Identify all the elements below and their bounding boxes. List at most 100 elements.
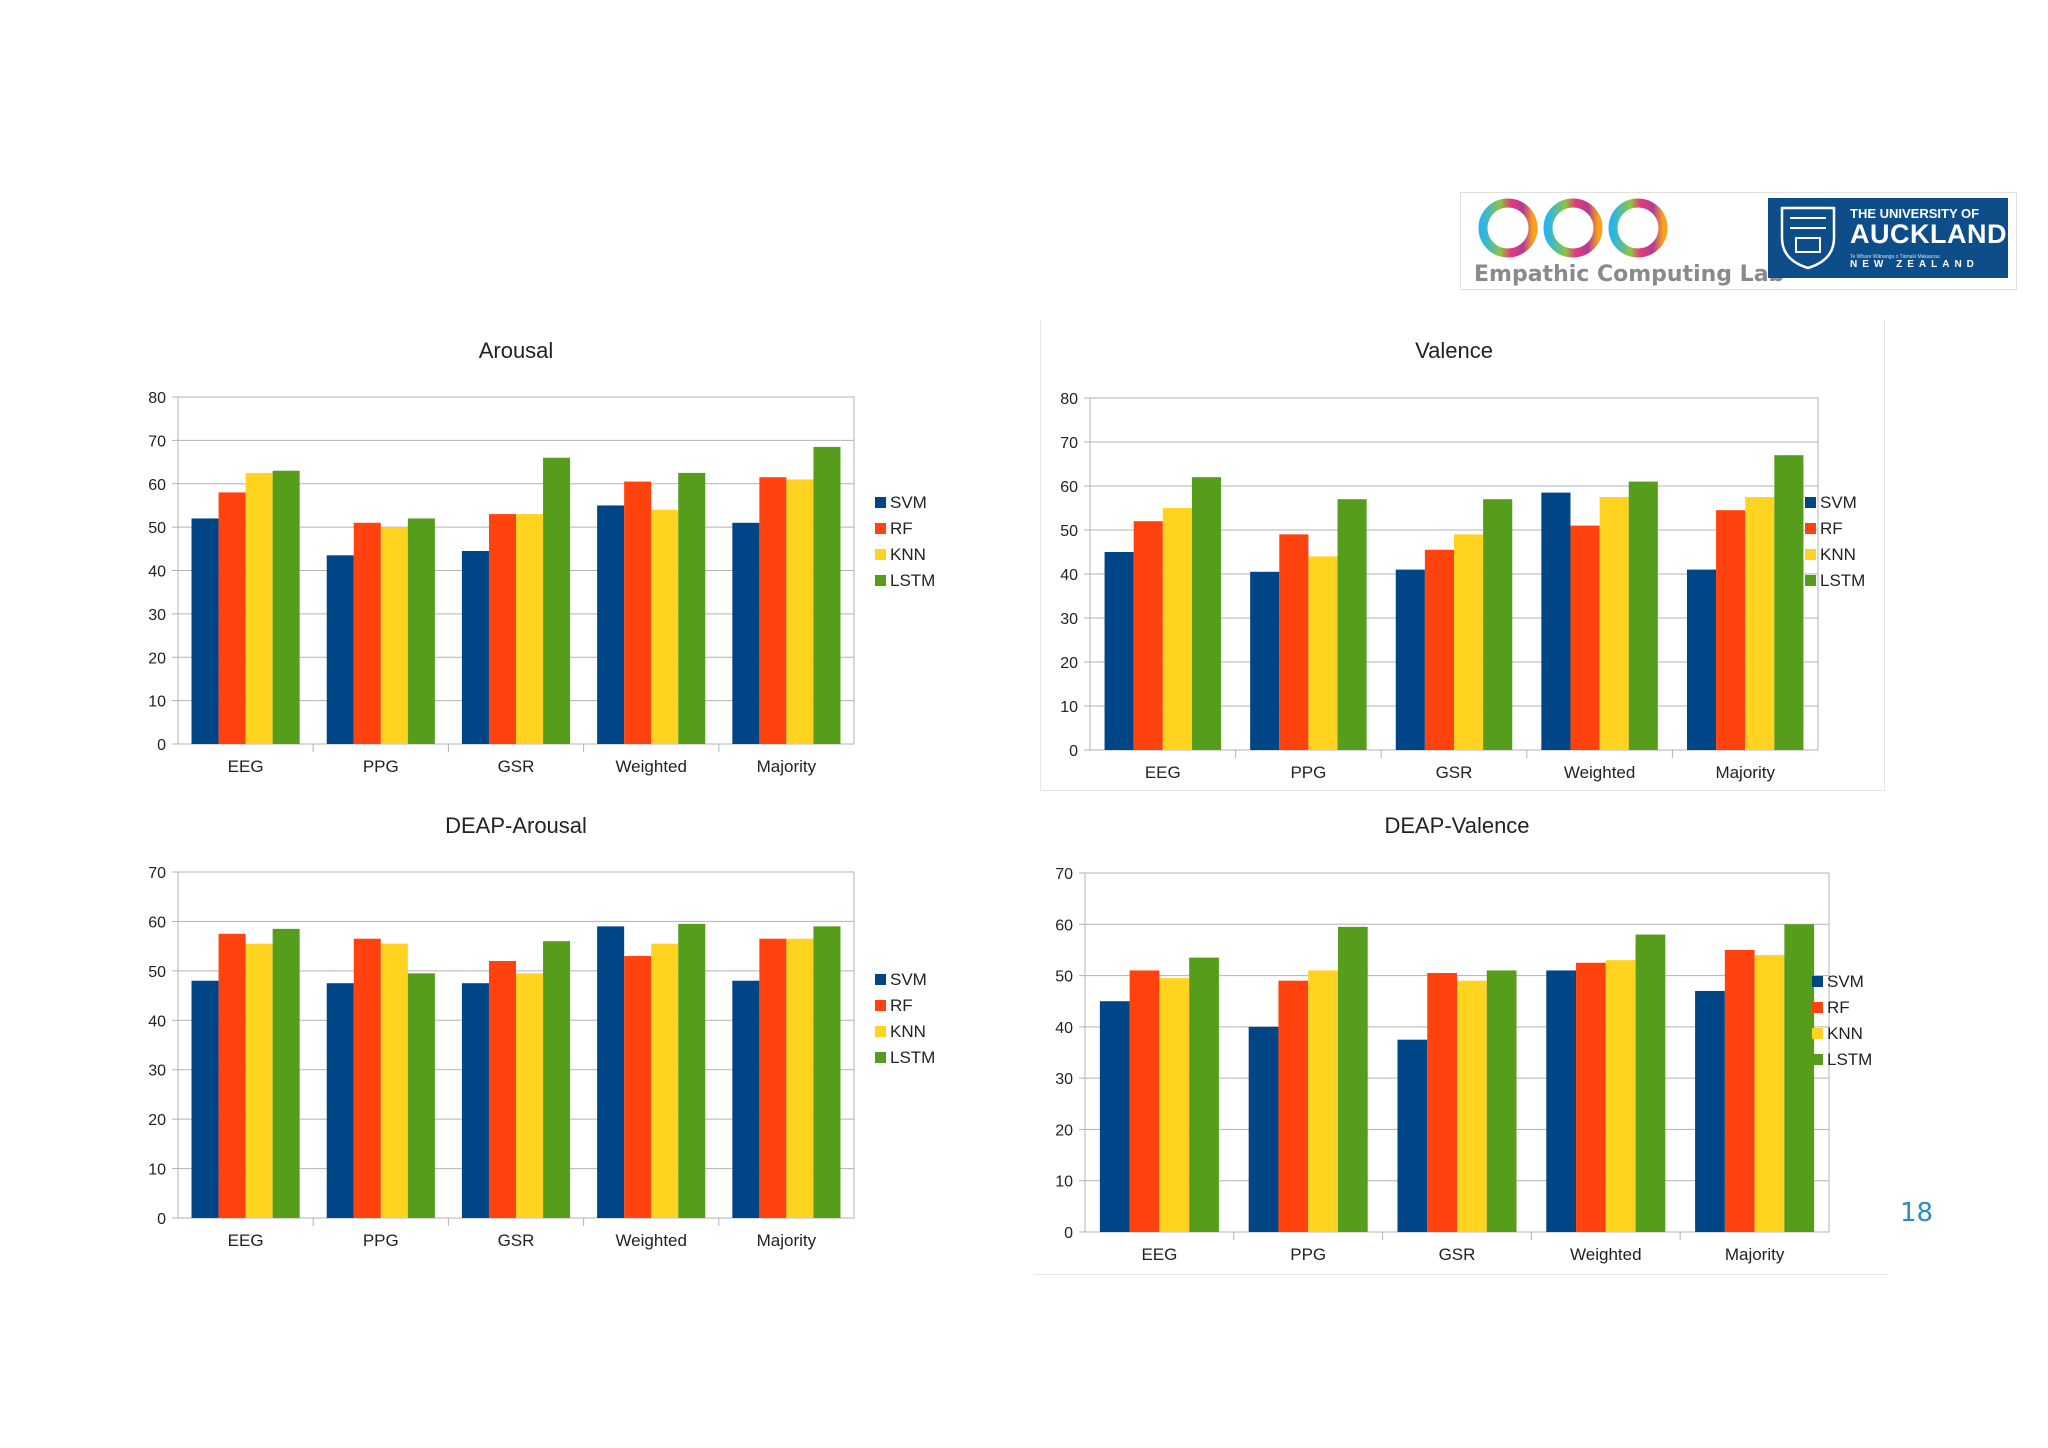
- bar-lstm-weighted: [1628, 481, 1658, 750]
- bar-svm-majority: [732, 522, 760, 744]
- x-tick-label: GSR: [1439, 1245, 1476, 1264]
- bar-knn-eeg: [245, 472, 273, 744]
- legend-swatch-svm: [875, 497, 886, 508]
- legend-label-svm: SVM: [890, 970, 927, 989]
- x-tick-label: PPG: [1290, 763, 1326, 782]
- x-tick-label: EEG: [228, 1231, 264, 1250]
- bar-lstm-majority: [1784, 924, 1815, 1232]
- bar-rf-eeg: [1129, 970, 1160, 1232]
- bar-rf-majority: [1716, 510, 1746, 750]
- legend-label-lstm: LSTM: [1820, 571, 1865, 590]
- y-tick-label: 10: [1060, 699, 1078, 716]
- bar-rf-weighted: [1570, 525, 1600, 750]
- legend-swatch-rf: [1805, 523, 1816, 534]
- y-tick-label: 40: [148, 1013, 166, 1030]
- bar-rf-weighted: [624, 481, 652, 744]
- bar-svm-ppg: [326, 555, 354, 744]
- y-tick-label: 20: [148, 650, 166, 667]
- legend-label-rf: RF: [890, 519, 913, 538]
- bar-lstm-ppg: [407, 973, 435, 1218]
- y-tick-label: 10: [148, 1162, 166, 1179]
- legend-swatch-knn: [875, 549, 886, 560]
- bar-svm-majority: [1686, 569, 1717, 750]
- bar-rf-ppg: [353, 522, 381, 744]
- bar-knn-gsr: [516, 973, 544, 1218]
- bar-lstm-gsr: [1486, 970, 1517, 1232]
- bar-lstm-eeg: [1189, 957, 1219, 1232]
- x-tick-label: EEG: [228, 757, 264, 776]
- legend-swatch-rf: [875, 1000, 886, 1011]
- legend-swatch-knn: [1812, 1028, 1823, 1039]
- bar-rf-ppg: [1278, 980, 1309, 1232]
- y-tick-label: 50: [148, 520, 166, 537]
- x-tick-label: Majority: [1715, 763, 1775, 782]
- y-tick-label: 60: [1055, 917, 1073, 934]
- bar-rf-weighted: [624, 956, 652, 1218]
- bar-knn-gsr: [516, 514, 544, 744]
- bar-knn-ppg: [1308, 556, 1338, 750]
- bar-knn-weighted: [651, 509, 679, 744]
- y-tick-label: 30: [148, 607, 166, 624]
- legend-swatch-rf: [1812, 1002, 1823, 1013]
- bar-svm-ppg: [1248, 1026, 1279, 1232]
- bar-lstm-majority: [1774, 455, 1804, 750]
- bar-rf-gsr: [1424, 549, 1454, 750]
- y-tick-label: 60: [148, 477, 166, 494]
- y-tick-label: 30: [1060, 611, 1078, 628]
- bar-rf-gsr: [488, 960, 516, 1218]
- legend-swatch-lstm: [1805, 575, 1816, 586]
- university-line4: NEW ZEALAND: [1850, 259, 1979, 270]
- bar-lstm-gsr: [543, 457, 571, 744]
- legend-swatch-knn: [1805, 549, 1816, 560]
- bar-svm-weighted: [597, 926, 625, 1218]
- bar-rf-gsr: [1427, 973, 1457, 1232]
- bar-lstm-ppg: [1337, 499, 1367, 750]
- bar-knn-majority: [786, 938, 814, 1218]
- legend-label-svm: SVM: [890, 493, 927, 512]
- chart-title: DEAP-Valence: [1384, 813, 1529, 838]
- bar-lstm-weighted: [678, 472, 706, 744]
- y-tick-label: 0: [157, 1211, 166, 1228]
- bar-knn-gsr: [1457, 980, 1487, 1232]
- x-tick-label: PPG: [363, 1231, 399, 1250]
- bar-svm-ppg: [1250, 571, 1280, 750]
- legend-label-rf: RF: [1820, 519, 1843, 538]
- legend-label-svm: SVM: [1827, 972, 1864, 991]
- bar-rf-ppg: [1279, 534, 1309, 750]
- y-tick-label: 0: [1064, 1225, 1073, 1242]
- x-tick-label: PPG: [1290, 1245, 1326, 1264]
- y-tick-label: 40: [148, 564, 166, 581]
- university-line1: THE UNIVERSITY OF: [1850, 206, 1980, 221]
- legend-label-svm: SVM: [1820, 493, 1857, 512]
- x-tick-label: GSR: [1436, 763, 1473, 782]
- legend-label-knn: KNN: [890, 1022, 926, 1041]
- bar-knn-majority: [1745, 497, 1775, 750]
- bar-rf-gsr: [488, 514, 516, 744]
- y-tick-label: 70: [1055, 866, 1073, 883]
- x-tick-label: Weighted: [615, 1231, 687, 1250]
- valence-chart: Valence 0 10 20 30 40 50 60 70 80 EEG PPG GSR Weighte…: [1060, 338, 1865, 782]
- chart-title: Valence: [1415, 338, 1493, 363]
- legend-swatch-svm: [1805, 497, 1816, 508]
- legend-swatch-svm: [1812, 976, 1823, 987]
- y-tick-label: 20: [1060, 655, 1078, 672]
- legend-label-knn: KNN: [1827, 1024, 1863, 1043]
- bar-knn-eeg: [1162, 508, 1192, 750]
- y-tick-label: 20: [1055, 1122, 1073, 1139]
- bar-knn-ppg: [1308, 970, 1338, 1232]
- deap-arousal-chart: DEAP-Arousal 0 10 20 30 40 50 60 70 EEG PPG GSR Weig…: [148, 813, 935, 1250]
- bar-lstm-majority: [813, 446, 841, 744]
- y-tick-label: 70: [148, 865, 166, 882]
- x-tick-label: Majority: [757, 757, 817, 776]
- deap-valence-chart: DEAP-Valence 0 10 20 30 40 50 60 70 EEG PPG GSR Weig…: [1055, 813, 1872, 1264]
- bar-knn-ppg: [380, 527, 408, 744]
- university-crest-icon: [1780, 206, 1836, 270]
- legend-swatch-knn: [875, 1026, 886, 1037]
- x-tick-label: GSR: [498, 1231, 535, 1250]
- bar-rf-weighted: [1576, 962, 1606, 1232]
- bar-knn-weighted: [651, 943, 679, 1218]
- bar-rf-majority: [1724, 949, 1755, 1232]
- x-tick-label: Majority: [1725, 1245, 1785, 1264]
- y-tick-label: 80: [1060, 391, 1078, 408]
- legend-label-knn: KNN: [890, 545, 926, 564]
